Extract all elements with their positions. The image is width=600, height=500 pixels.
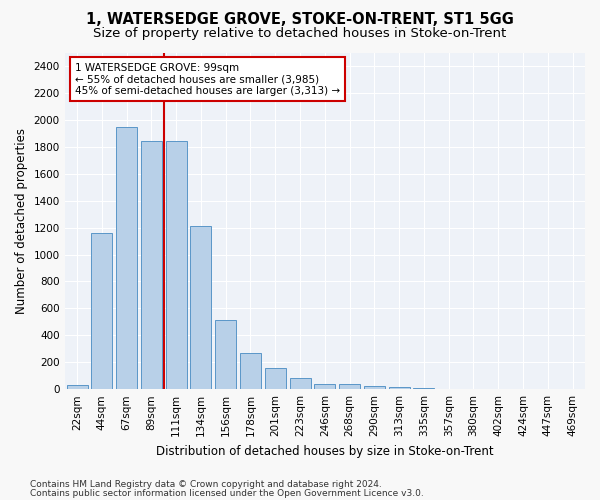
Bar (413, 388, 434, 389)
Bar (438, 388, 459, 389)
Bar (463, 388, 484, 389)
Bar (364, 386, 385, 389)
Bar (67, 385, 88, 389)
Text: 1, WATERSEDGE GROVE, STOKE-ON-TRENT, ST1 5GG: 1, WATERSEDGE GROVE, STOKE-ON-TRENT, ST1… (86, 12, 514, 28)
Y-axis label: Number of detached properties: Number of detached properties (15, 128, 28, 314)
Bar (116, 126, 137, 389)
X-axis label: Distribution of detached houses by size in Stoke-on-Trent: Distribution of detached houses by size … (156, 444, 494, 458)
Bar (141, 142, 162, 389)
Bar (488, 388, 509, 389)
Bar (265, 368, 286, 389)
Bar (215, 320, 236, 389)
Text: Size of property relative to detached houses in Stoke-on-Trent: Size of property relative to detached ho… (94, 28, 506, 40)
Bar (240, 354, 261, 389)
Bar (166, 142, 187, 389)
Bar (290, 378, 311, 389)
Bar (314, 384, 335, 389)
Text: 1 WATERSEDGE GROVE: 99sqm
← 55% of detached houses are smaller (3,985)
45% of se: 1 WATERSEDGE GROVE: 99sqm ← 55% of detac… (75, 62, 340, 96)
Text: Contains public sector information licensed under the Open Government Licence v3: Contains public sector information licen… (30, 488, 424, 498)
Text: Contains HM Land Registry data © Crown copyright and database right 2024.: Contains HM Land Registry data © Crown c… (30, 480, 382, 489)
Bar (339, 384, 360, 389)
Bar (190, 226, 211, 389)
Bar (91, 233, 112, 389)
Bar (389, 387, 410, 389)
